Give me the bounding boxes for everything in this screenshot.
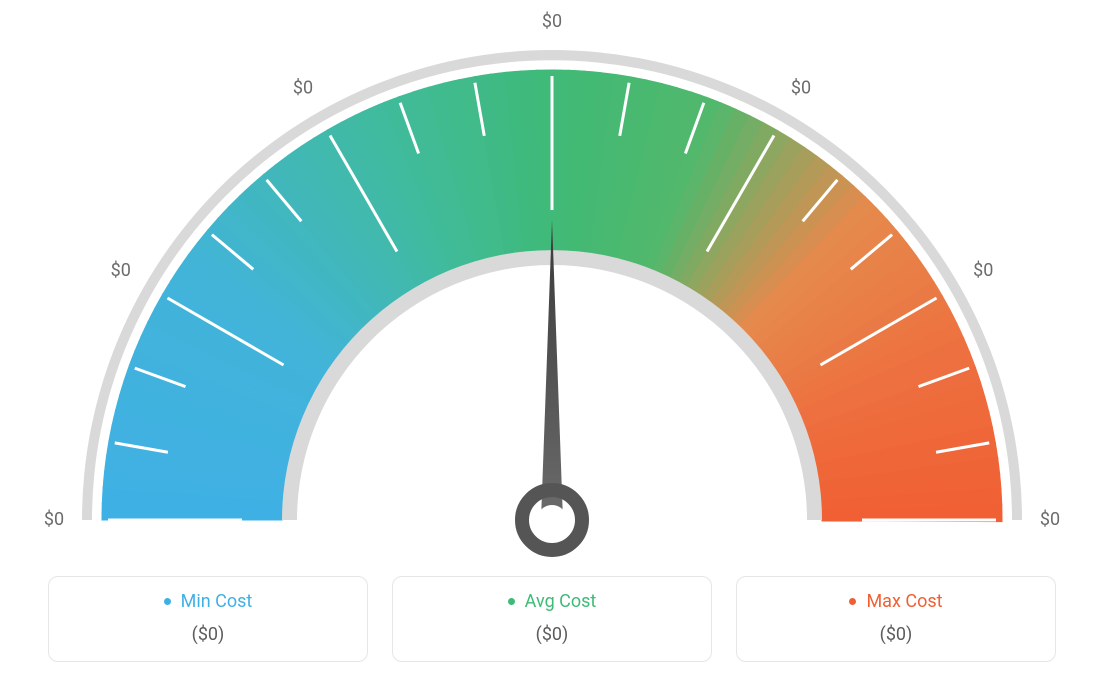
legend-dot-avg (508, 598, 515, 605)
legend-label-avg: Avg Cost (525, 591, 597, 612)
legend-value-min: ($0) (59, 624, 357, 645)
gauge-tick-label: $0 (293, 77, 313, 98)
legend-card-min: Min Cost ($0) (48, 576, 368, 662)
cost-gauge-chart: $0 $0 $0 $0 $0 $0 $0 Min Cost ($0) Avg Cost ($… (0, 0, 1104, 690)
legend-value-avg: ($0) (403, 624, 701, 645)
gauge-tick-label: $0 (542, 11, 562, 32)
legend-card-avg: Avg Cost ($0) (392, 576, 712, 662)
legend-value-max: ($0) (747, 624, 1045, 645)
legend-label-max: Max Cost (866, 591, 942, 612)
gauge-tick-label: $0 (973, 260, 993, 281)
gauge-tick-label: $0 (44, 509, 64, 530)
gauge-svg-wrap: $0 $0 $0 $0 $0 $0 $0 (0, 10, 1104, 570)
legend-label-avg-row: Avg Cost (403, 591, 701, 612)
legend-row: Min Cost ($0) Avg Cost ($0) Max Cost ($0… (0, 576, 1104, 662)
legend-dot-min (164, 598, 171, 605)
gauge-svg: $0 $0 $0 $0 $0 $0 $0 (0, 10, 1104, 570)
legend-label-min-row: Min Cost (59, 591, 357, 612)
legend-card-max: Max Cost ($0) (736, 576, 1056, 662)
gauge-tick-label: $0 (791, 77, 811, 98)
legend-dot-max (849, 598, 856, 605)
legend-label-min: Min Cost (181, 591, 253, 612)
legend-label-max-row: Max Cost (747, 591, 1045, 612)
gauge-tick-label: $0 (111, 260, 131, 281)
gauge-tick-label: $0 (1040, 509, 1060, 530)
